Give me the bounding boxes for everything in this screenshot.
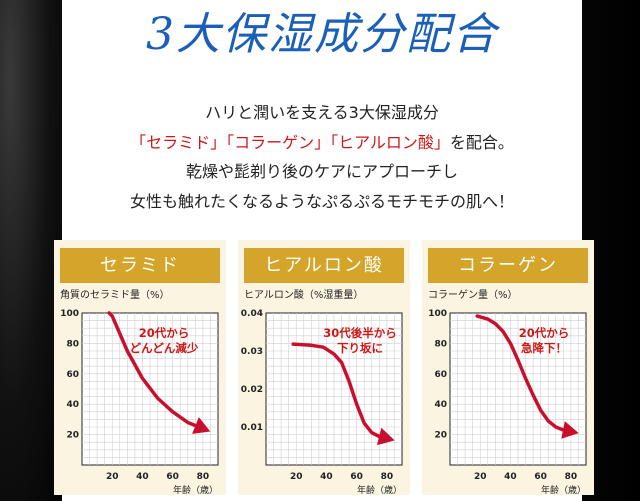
y-tick-label: 20 [66, 431, 79, 441]
y-axis-label: コラーゲン量（%） [428, 290, 518, 301]
intro-line-4: 女性も触れたくなるようなぷるぷるモチモチの肌へ！ [129, 191, 514, 211]
y-tick-label: 80 [434, 339, 447, 349]
chart-header: ヒアルロン酸 [244, 248, 404, 283]
callout-line-2: 下り坂に [337, 341, 383, 355]
intro-text: ハリと潤いを支える3大保湿成分 「セラミド」「コラーゲン」「ヒアルロン酸」を配合… [62, 98, 582, 216]
x-axis-label: 年齢（歳） [541, 484, 586, 495]
x-tick-label: 20 [474, 472, 487, 482]
y-tick-label: 80 [66, 339, 79, 349]
chart-svg: 0.01 0.02 0.03 0.04 20 40 60 80 年齢（歳） [241, 309, 403, 495]
callout-line-1: 20代から [518, 326, 570, 340]
x-tick-label: 60 [534, 472, 547, 482]
x-tick-label: 40 [136, 472, 149, 482]
data-line [475, 314, 573, 434]
callout-line-1: 20代から [138, 326, 190, 340]
ingredient-names: 「セラミド」「コラーゲン」「ヒアルロン酸」 [130, 132, 450, 152]
data-line [107, 311, 205, 431]
y-tick-label: 0.02 [241, 385, 263, 395]
x-tick-label: 20 [290, 472, 303, 482]
x-tick-label: 80 [381, 472, 394, 482]
chart-callout: 20代から どんどん減少 [114, 326, 214, 356]
chart-header: コラーゲン [428, 248, 588, 283]
x-tick-label: 80 [565, 472, 578, 482]
x-axis-label: 年齢（歳） [357, 484, 402, 495]
intro-line-2: 「セラミド」「コラーゲン」「ヒアルロン酸」を配合。 [62, 128, 582, 158]
y-tick-label: 0.03 [241, 347, 263, 357]
callout-line-2: 急降下！ [521, 341, 567, 355]
decorative-left-frame [0, 0, 62, 501]
y-tick-label: 0.04 [241, 309, 263, 319]
y-tick-label: 40 [434, 400, 447, 410]
chart-svg: 20 40 60 80 100 20 40 60 80 年齢（歳） [428, 309, 587, 495]
chart-panel-hyaluronic-acid: ヒアルロン酸 ヒアルロン酸（%湿重量） 0.01 0.02 0.03 0.04 20 40… [238, 240, 410, 495]
chart-panel-ceramide: セラミド 角質のセラミド量（%） 20 40 60 80 100 20 40 60 80 年齢（歳… [54, 240, 226, 495]
x-tick-label: 20 [106, 472, 119, 482]
y-tick-label: 20 [434, 431, 447, 441]
x-tick-label: 60 [166, 472, 179, 482]
y-tick-label: 60 [66, 370, 79, 380]
x-tick-label: 80 [197, 472, 210, 482]
callout-line-1: 30代後半から [323, 326, 397, 340]
chart-callout: 20代から 急降下！ [494, 326, 594, 356]
chart-callout: 30代後半から 下り坂に [310, 326, 410, 356]
callout-line-2: どんどん減少 [129, 341, 199, 355]
chart-svg: 20 40 60 80 100 20 40 60 80 年齢（歳） [60, 309, 219, 495]
trend-arrowhead [561, 421, 579, 439]
y-tick-label: 0.01 [241, 423, 263, 433]
x-tick-label: 60 [350, 472, 363, 482]
intro-line-3: 乾燥や髭剃り後のケアにアプローチし [185, 162, 458, 181]
y-axis-label: 角質のセラミド量（%） [60, 290, 170, 301]
x-tick-label: 40 [320, 472, 333, 482]
intro-line-2-tail: を配合。 [449, 132, 514, 152]
data-line [291, 342, 389, 441]
page-title: 3大保湿成分配合 [146, 9, 498, 60]
y-tick-label: 40 [66, 400, 79, 410]
x-axis-label: 年齢（歳） [173, 484, 218, 495]
y-axis-label: ヒアルロン酸（%湿重量） [244, 290, 364, 301]
chart-header: セラミド [60, 248, 220, 283]
trend-arrowhead [376, 427, 395, 446]
y-tick-label: 60 [434, 370, 447, 380]
chart-panel-collagen: コラーゲン コラーゲン量（%） 20 40 60 80 100 20 40 60 80 年齢（歳）… [422, 240, 594, 495]
y-tick-label: 100 [60, 309, 79, 319]
intro-line-1: ハリと潤いを支える3大保湿成分 [205, 103, 439, 122]
x-tick-label: 40 [504, 472, 517, 482]
y-tick-label: 100 [428, 309, 447, 319]
content-sheet: 3大保湿成分配合 ハリと潤いを支える3大保湿成分 「セラミド」「コラーゲン」「ヒ… [54, 0, 594, 501]
trend-arrowhead [192, 417, 211, 434]
